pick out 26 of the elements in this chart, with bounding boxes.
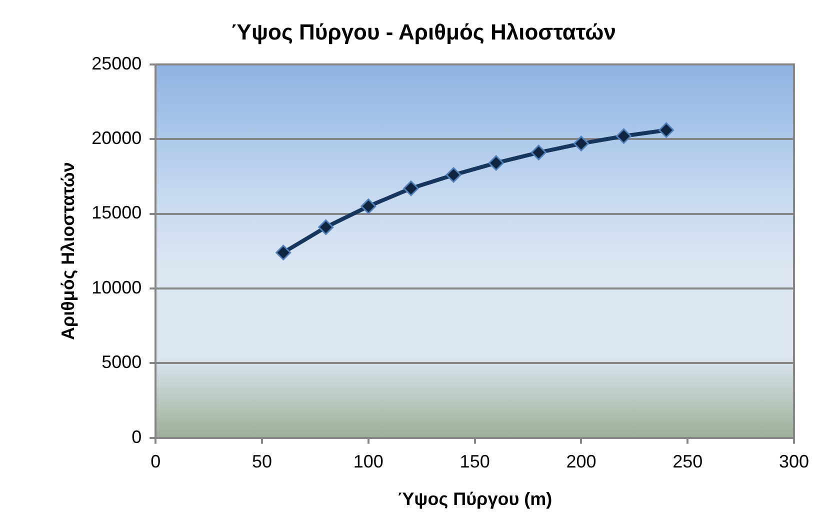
x-tick-label: 200 (566, 452, 596, 472)
y-tick-label: 20000 (92, 128, 142, 148)
x-tick-label: 150 (460, 452, 490, 472)
y-tick-label: 5000 (102, 352, 142, 372)
x-tick-label: 50 (252, 452, 272, 472)
point (530, 144, 546, 160)
x-axis-title: Ύψος Πύργου (m) (397, 489, 552, 510)
point (488, 155, 504, 171)
point (446, 167, 462, 183)
x-tick-label: 300 (778, 452, 810, 472)
point (616, 128, 632, 144)
y-axis-title: Αριθμός Ηλιοστατών (58, 162, 78, 340)
point (658, 122, 674, 138)
x-tick-label: 0 (150, 452, 161, 472)
y-tick-label: 10000 (92, 277, 142, 298)
point (573, 136, 589, 152)
point (276, 244, 292, 260)
point (318, 219, 334, 235)
x-tick-label: 250 (672, 452, 703, 472)
y-tick-label: 25000 (92, 53, 142, 74)
y-tick-label: 15000 (92, 202, 142, 223)
x-tick-label: 100 (353, 452, 384, 472)
point (360, 198, 376, 214)
y-tick-label: 0 (132, 426, 142, 447)
chart-title: Ύψος Πύργου - Αριθμός Ηλιοστατών (231, 19, 616, 44)
point (403, 180, 419, 196)
